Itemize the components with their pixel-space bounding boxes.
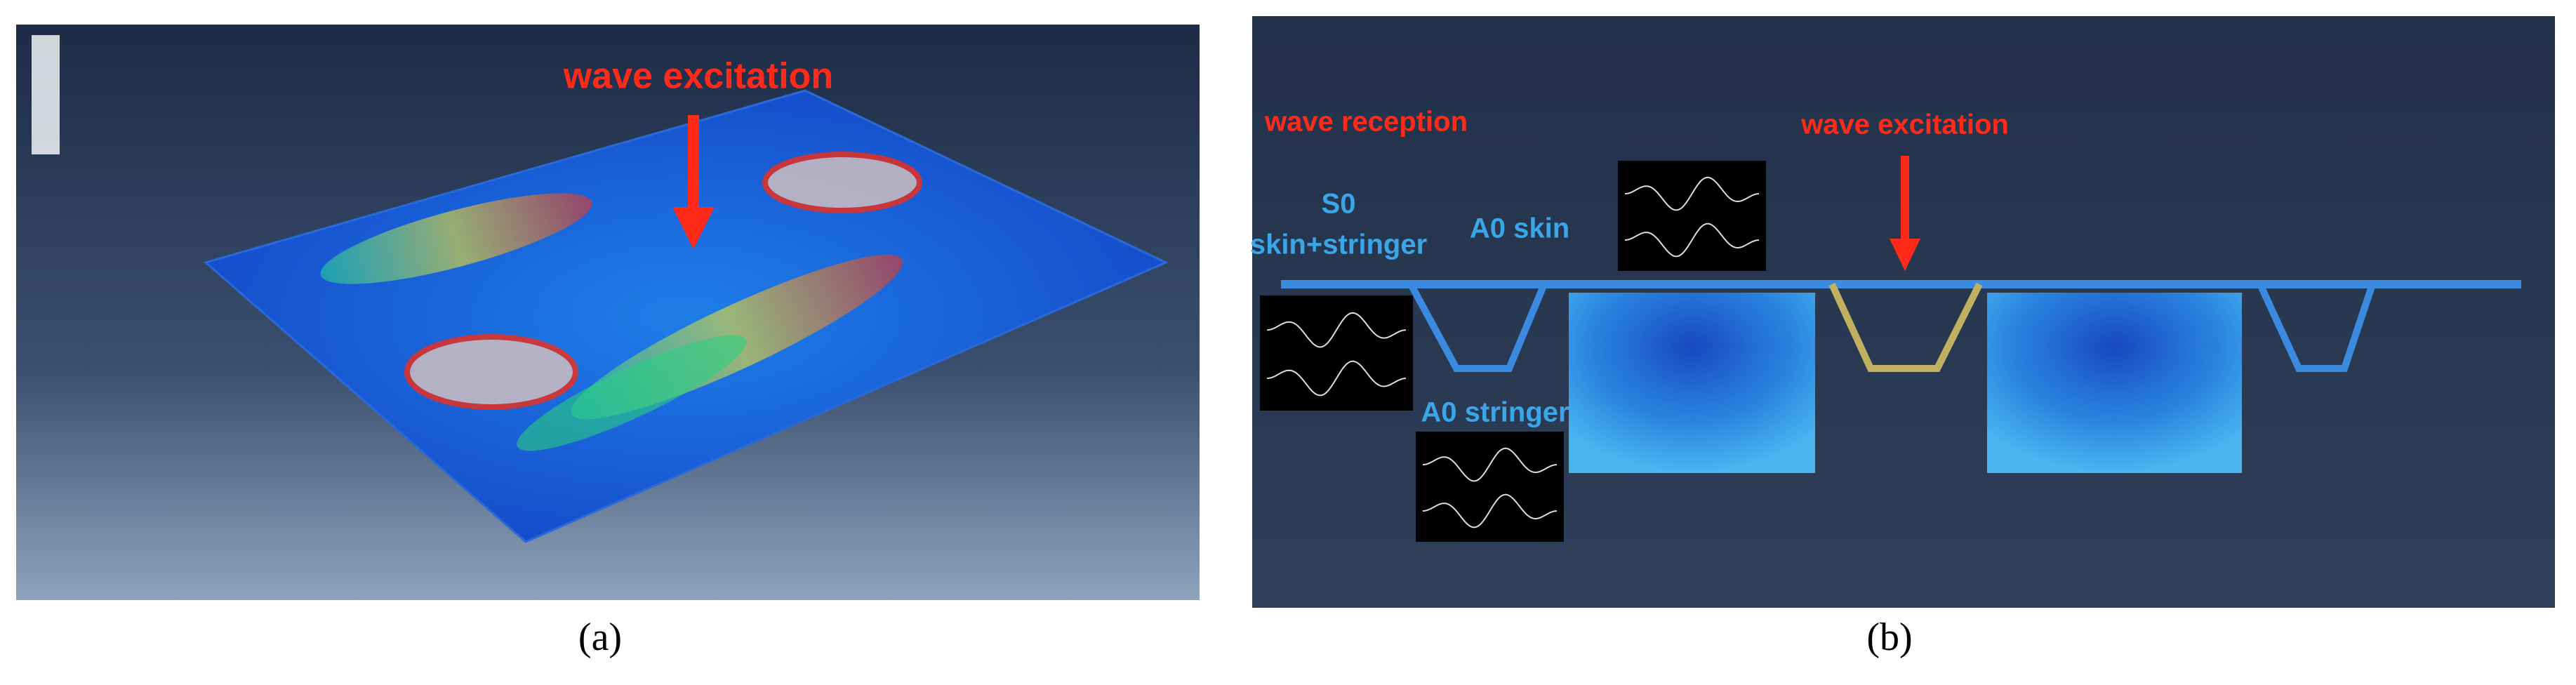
mode-label: A0 skin [1470,213,1569,244]
waveform-box [1618,161,1766,271]
waveform [1422,493,1558,528]
waveform-box [1260,295,1413,411]
waveform-box [1416,432,1564,542]
waveform [1266,312,1407,348]
stringer [1828,282,1983,372]
annotation: wave excitation [1800,109,2009,140]
stringer [1407,282,1548,372]
annotation: wave excitation [563,56,833,97]
plate [203,89,1169,543]
waveform [1624,176,1760,211]
legend-bar [32,35,60,154]
caption: (b) [1866,616,1912,659]
waveform [1624,222,1760,258]
waveform [1266,360,1407,397]
panel-a: wave excitation (a) [16,25,1200,659]
waveform [1422,447,1558,482]
panel-b: wave reception wave excitation S0 skin+s… [1250,16,2555,659]
stress-pattern [320,152,922,451]
arrow-head [672,207,715,249]
stringer [2257,282,2376,372]
caption: (a) [578,616,622,659]
web-panel [1987,293,2242,473]
mode-label: A0 stringer [1421,397,1569,428]
web-panel [1569,293,1815,473]
mode-label: S0 [1322,189,1356,220]
arrow-head [1890,239,1920,271]
annotation: wave reception [1264,107,1468,138]
mode-label: skin+stringer [1250,230,1427,260]
